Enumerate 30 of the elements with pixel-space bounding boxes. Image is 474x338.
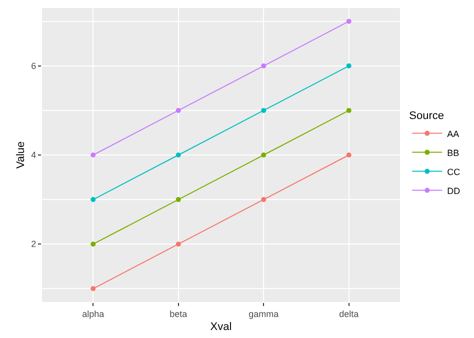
x-tick-label: alpha bbox=[82, 308, 104, 319]
legend-title: Source bbox=[409, 110, 444, 122]
point bbox=[176, 152, 181, 158]
legend-label: AA bbox=[447, 128, 460, 139]
point bbox=[261, 108, 266, 113]
point bbox=[90, 152, 96, 158]
point bbox=[346, 108, 352, 113]
point bbox=[176, 242, 181, 247]
y-axis-title: Value bbox=[14, 141, 27, 169]
legend-label: BB bbox=[447, 148, 460, 158]
legend-label: DD bbox=[447, 186, 461, 196]
y-tick-label: 4 bbox=[31, 150, 36, 160]
point bbox=[346, 63, 352, 68]
x-tick-label: gamma bbox=[248, 308, 279, 319]
point bbox=[346, 18, 352, 24]
point bbox=[261, 63, 266, 68]
x-tick-label: delta bbox=[339, 308, 359, 319]
x-tick-label: beta bbox=[170, 308, 188, 319]
y-tick-label: 2 bbox=[31, 239, 36, 250]
x-axis-title: Xval bbox=[210, 321, 232, 333]
point bbox=[346, 152, 352, 158]
point bbox=[90, 286, 96, 292]
point bbox=[90, 197, 96, 202]
point bbox=[261, 152, 266, 158]
legend-label: CC bbox=[447, 166, 461, 177]
point bbox=[261, 197, 266, 202]
point bbox=[90, 242, 96, 247]
point bbox=[176, 108, 181, 113]
point bbox=[176, 197, 181, 202]
y-tick-label: 6 bbox=[31, 61, 36, 72]
